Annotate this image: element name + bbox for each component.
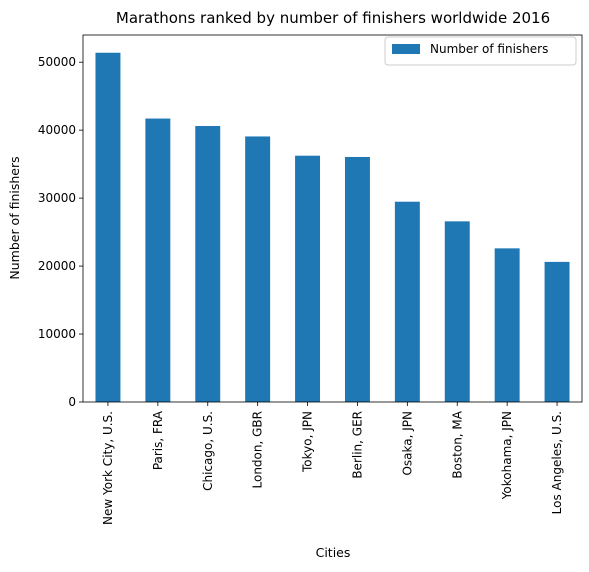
bar [295,155,321,402]
legend-swatch [392,44,420,54]
x-axis: New York City, U.S. Paris, FRA Chicago, U.… [101,402,564,525]
bar [344,156,370,402]
bar [394,201,420,402]
bar [494,248,520,402]
y-tick-label: 20000 [38,259,76,273]
y-axis-label: Number of finishers [7,156,22,279]
x-tick-label: Yokohama, JPN [500,411,514,500]
x-tick-label: Tokyo, JPN [301,411,315,473]
y-tick-label: 30000 [38,191,76,205]
bars-group [95,52,570,403]
y-tick-label: 50000 [38,55,76,69]
x-tick-label: New York City, U.S. [101,411,115,525]
y-tick-label: 10000 [38,327,76,341]
bar [245,136,271,402]
y-tick-label: 0 [68,395,76,409]
bar [444,221,470,402]
bar [95,52,121,403]
x-tick-label: Berlin, GER [350,411,364,479]
y-tick-label: 40000 [38,123,76,137]
bar [544,261,570,402]
legend-entry: Number of finishers [430,42,548,56]
x-tick-label: Chicago, U.S. [201,411,215,491]
y-axis: 0 10000 20000 30000 40000 50000 [38,55,83,409]
x-tick-label: Boston, MA [450,410,464,478]
chart-title: Marathons ranked by number of finishers … [116,9,550,27]
legend-frame [384,36,577,66]
x-tick-label: Paris, FRA [151,410,165,470]
plot-frame [82,34,583,403]
x-tick-label: London, GBR [251,411,265,488]
bar [195,126,221,403]
x-tick-label: Osaka, JPN [400,411,414,476]
legend: Number of finishers [384,36,577,66]
x-tick-label: Los Angeles, U.S. [550,411,564,514]
x-axis-label: Cities [316,545,351,560]
bar [145,118,171,403]
